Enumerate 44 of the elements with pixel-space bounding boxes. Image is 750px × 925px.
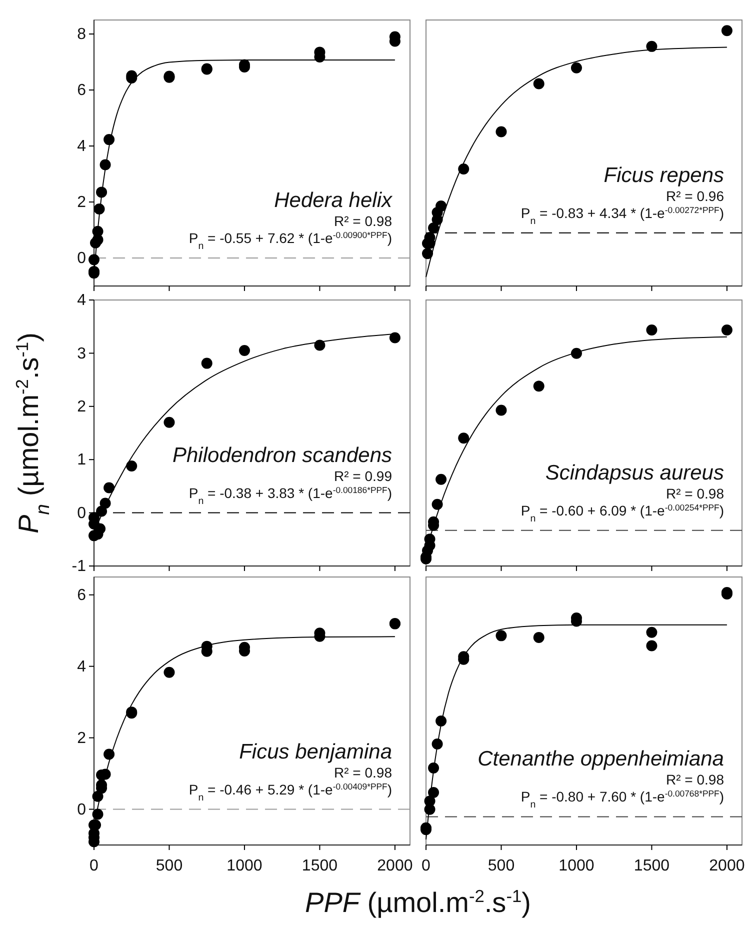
x-tick-label: 1000 — [226, 858, 262, 875]
y-tick-label: 1 — [77, 452, 86, 469]
annotation: Ctenanthe oppenheimiana — [478, 748, 724, 771]
x-tick-label: 1500 — [302, 858, 338, 875]
y-tick-label: 2 — [77, 194, 86, 212]
annotation: P$_{n}$ = -0.60 + 6.09 * (1-e$^{-0.00254*PPF}$) — [520, 502, 724, 524]
annotation: Philodendron scandens — [172, 444, 392, 467]
y-tick-label: 0 — [77, 504, 86, 522]
annotation: P$_{n}$ = -0.46 + 5.29 * (1-e$^{-0.00409*PPF}$) — [188, 781, 392, 803]
annotation: P$_{n}$ = -0.55 + 7.62 * (1-e$^{-0.00900*PPF}$) — [188, 230, 392, 252]
y-tick-label: 4 — [77, 138, 86, 156]
annotation: Hedera helix — [274, 189, 394, 212]
x-tick-label: 2000 — [377, 858, 413, 875]
annotation: R² = 0.98 — [334, 764, 392, 780]
x-tick-label: 0 — [90, 858, 99, 875]
x-tick-label: 0 — [422, 858, 431, 875]
x-tick-label: 1500 — [634, 858, 670, 875]
y-tick-label: 4 — [77, 292, 86, 310]
annotation: Ficus benjamina — [239, 740, 392, 764]
x-tick-label: 500 — [488, 858, 515, 875]
y-tick-label: 0 — [77, 250, 86, 268]
annotation: R² = 0.98 — [666, 485, 724, 502]
y-tick-label: 3 — [77, 345, 86, 362]
x-axis-title: PPF (µmol.m$^{-2}$.s$^{-1}$) — [305, 886, 531, 918]
y-tick-label: 2 — [77, 398, 86, 416]
annotation: P$_{n}$ = -0.80 + 7.60 * (1-e$^{-0.00768*PPF}$) — [520, 788, 724, 810]
x-tick-label: 500 — [156, 858, 183, 875]
annotation: P$_{n}$ = -0.83 + 4.34 * (1-e$^{-0.00272*PPF}$) — [520, 204, 724, 226]
annotation: Scindapsus aureus — [545, 461, 724, 484]
annotation: P$_{n}$ = -0.38 + 3.83 * (1-e$^{-0.00186*PPF}$) — [188, 484, 392, 506]
y-tick-label: 0 — [77, 801, 86, 818]
y-tick-label: 8 — [77, 26, 86, 44]
y-tick-label: -1 — [72, 558, 86, 576]
annotation: R² = 0.96 — [666, 188, 724, 204]
annotation: R² = 0.98 — [666, 772, 724, 788]
y-tick-label: 6 — [77, 586, 86, 604]
x-tick-label: 1000 — [558, 858, 594, 875]
annotation: R² = 0.99 — [334, 468, 392, 484]
y-tick-label: 2 — [77, 730, 86, 747]
annotation: R² = 0.98 — [334, 213, 392, 229]
y-tick-label: 4 — [77, 658, 86, 676]
x-tick-label: 2000 — [709, 858, 745, 875]
annotation: Ficus repens — [604, 164, 724, 187]
y-tick-label: 6 — [77, 82, 86, 100]
